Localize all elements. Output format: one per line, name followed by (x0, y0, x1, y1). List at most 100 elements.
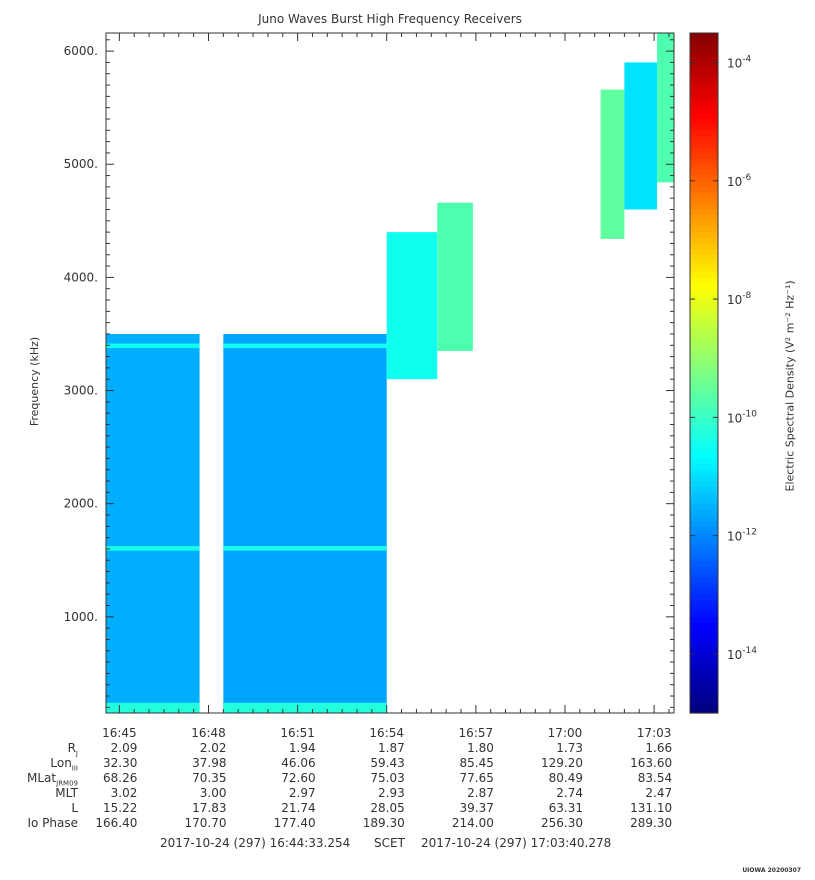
colorbar-segment (690, 38, 718, 45)
colorbar-segment (690, 146, 718, 153)
ephemeris-value: 37.98 (192, 756, 227, 770)
ephemeris-value: 3.02 (110, 786, 138, 800)
colorbar-segment (690, 316, 718, 323)
colorbar-segment (690, 237, 718, 244)
footer-start-time: 2017-10-24 (297) 16:44:33.254 (160, 836, 351, 850)
colorbar-segment (690, 429, 718, 436)
plot-frame (105, 32, 675, 714)
colorbar-segment (690, 367, 718, 374)
colorbar-segment (690, 435, 718, 442)
colorbar-segment (690, 611, 718, 618)
colorbar-segment (690, 492, 718, 499)
ephemeris-value: 177.40 (273, 816, 316, 830)
colorbar-segment (690, 327, 718, 334)
colorbar-segment (690, 271, 718, 278)
axes: 1000. 2000. 3000. 4000. 5000. 6000. 16:45 16:48… (64, 32, 675, 740)
ephemeris-value: 2.97 (288, 786, 316, 800)
colorbar-segment (690, 84, 718, 91)
colorbar-segment (690, 106, 718, 113)
ephemeris-row-label: RJ (67, 741, 78, 758)
colorbar-segment (690, 61, 718, 68)
colorbar-segment (690, 157, 718, 164)
colorbar-segment (690, 645, 718, 652)
colorbar-tick-label: 10-12 (727, 528, 757, 544)
colorbar-segment (690, 463, 718, 470)
ephemeris-value: 2.87 (467, 786, 494, 800)
colorbar-segment (690, 531, 718, 538)
colorbar-segment (690, 78, 718, 85)
ephemeris-value: 1.66 (645, 741, 673, 755)
colorbar-segment (690, 350, 718, 357)
y-tick-label: 6000. (64, 44, 98, 58)
ephemeris-value: 72.60 (281, 771, 316, 785)
colorbar-segment (690, 163, 718, 170)
colorbar-segment (690, 254, 718, 261)
ephemeris-value: 68.26 (103, 771, 138, 785)
colorbar-segment (690, 67, 718, 74)
spectrogram-block-6 (657, 33, 674, 183)
ephemeris-value: 46.06 (281, 756, 316, 770)
colorbar-segment (690, 662, 718, 669)
colorbar-tick-label: 10-14 (727, 646, 757, 662)
y-tick-label: 3000. (64, 384, 98, 398)
ephemeris-value: 214.00 (451, 816, 494, 830)
colorbar-segment (690, 458, 718, 465)
colorbar-segment (690, 679, 718, 686)
colorbar-segment (690, 89, 718, 96)
colorbar-segment (690, 639, 718, 646)
colorbar-segment (690, 293, 718, 300)
colorbar-segment (690, 373, 718, 380)
colorbar-segment (690, 707, 718, 714)
emission-band-4 (106, 343, 200, 349)
ephemeris-value: 1.94 (288, 741, 316, 755)
colorbar-segment (690, 701, 718, 708)
colorbar-segment (690, 565, 718, 572)
colorbar-tick-exponent: -4 (742, 55, 751, 65)
colorbar-segment (690, 588, 718, 595)
colorbar-tick-label: 10-4 (727, 55, 752, 71)
colorbar-tick-exponent: -14 (742, 646, 757, 656)
colorbar-segment (690, 418, 718, 425)
colorbar-segment (690, 441, 718, 448)
colorbar-segment (690, 622, 718, 629)
colorbar-segment (690, 265, 718, 272)
ephemeris-value: 2.47 (645, 786, 673, 800)
colorbar-segment (690, 299, 718, 306)
emission-band-0 (106, 702, 200, 713)
colorbar-tick-label: 10-6 (727, 173, 752, 189)
colorbar-segment (690, 384, 718, 391)
ephemeris-value: 17.83 (192, 801, 227, 815)
colorbar-segment (690, 650, 718, 657)
colorbar-segment (690, 378, 718, 385)
colorbar-segment (690, 214, 718, 221)
x-tick-label: 16:54 (369, 726, 404, 740)
colorbar-segment (690, 684, 718, 691)
ephemeris-value: 70.35 (192, 771, 227, 785)
x-tick-label: 16:51 (280, 726, 315, 740)
colorbar-segment (690, 446, 718, 453)
spectrogram-block-3 (437, 202, 473, 351)
y-tick-label: 2000. (64, 497, 98, 511)
colorbar-segment (690, 503, 718, 510)
colorbar-segment (690, 537, 718, 544)
ephemeris-value: 189.30 (362, 816, 405, 830)
ephemeris-value: 21.74 (281, 801, 316, 815)
colorbar-tick-exponent: -12 (742, 528, 757, 538)
ephemeris-row-label: LonIII (50, 756, 78, 773)
ephemeris-value: 256.30 (540, 816, 583, 830)
colorbar-segment (690, 140, 718, 147)
spectrogram-block-0 (106, 333, 200, 713)
colorbar-segment (690, 633, 718, 640)
footer-scet-label: SCET (374, 836, 405, 850)
colorbar-tick-exponent: -8 (742, 291, 751, 301)
colorbar-segment (690, 174, 718, 181)
colorbar-tick-exponent: -10 (742, 409, 757, 419)
ephemeris-value: 59.43 (370, 756, 405, 770)
colorbar-segment (690, 310, 718, 317)
colorbar-segment (690, 673, 718, 680)
colorbar-segment (690, 395, 718, 402)
ephemeris-value: 75.03 (370, 771, 405, 785)
y-axis-label: Frequency (kHz) (28, 336, 42, 427)
colorbar-segment (690, 339, 718, 346)
colorbar-segment (690, 514, 718, 521)
